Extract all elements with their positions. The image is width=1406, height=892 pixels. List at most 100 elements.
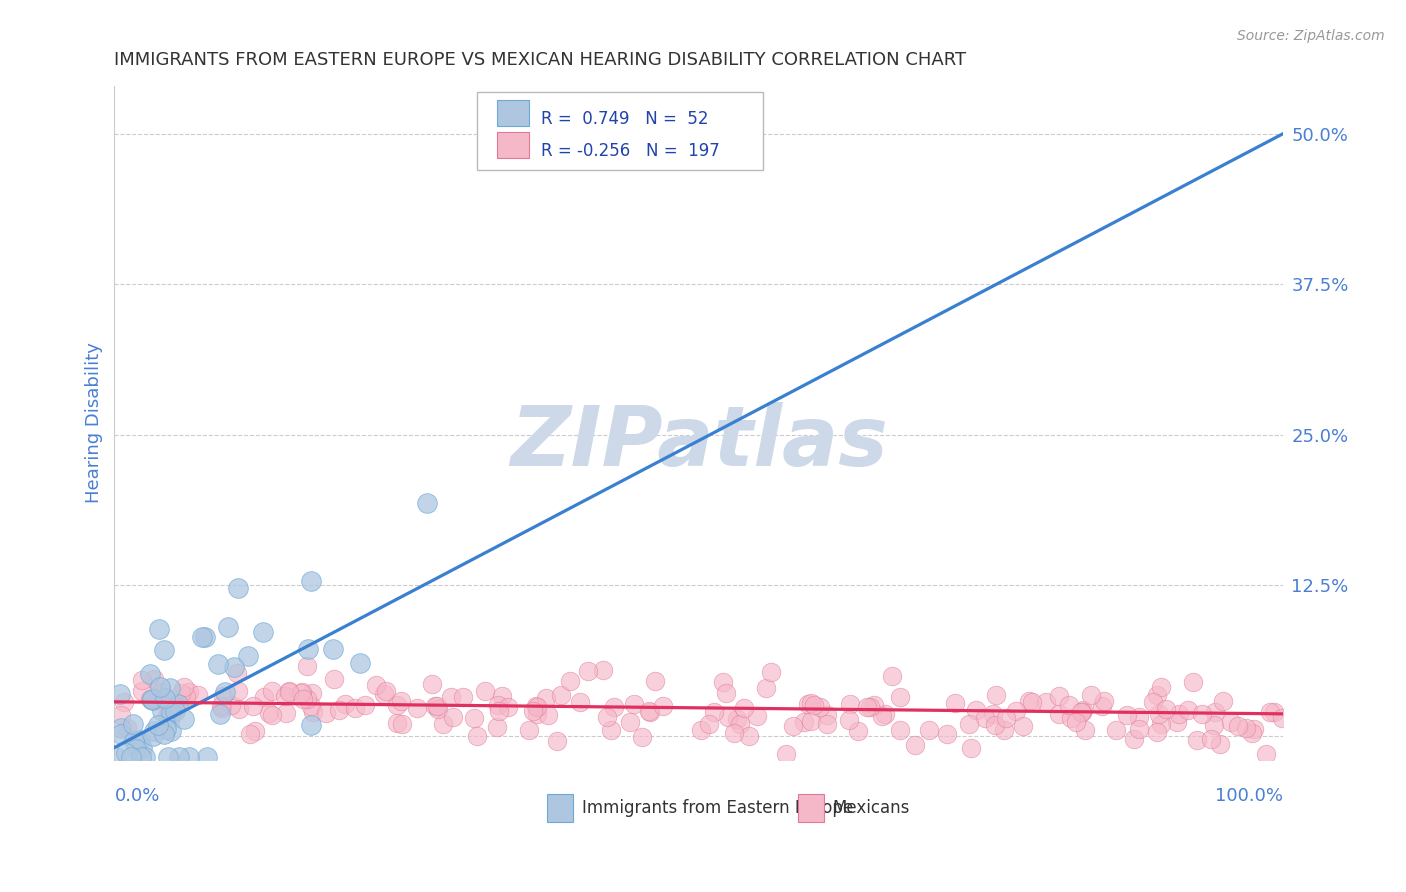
Point	[1254, 747, 1277, 761]
Point	[105, 750, 128, 764]
Point	[295, 692, 318, 706]
Point	[115, 747, 138, 761]
Point	[711, 675, 734, 690]
Point	[156, 750, 179, 764]
Point	[194, 630, 217, 644]
Point	[209, 699, 232, 714]
Point	[366, 678, 388, 692]
Point	[873, 707, 896, 722]
Point	[793, 715, 815, 730]
Point	[277, 684, 299, 698]
Text: Immigrants from Eastern Europe: Immigrants from Eastern Europe	[582, 799, 853, 817]
Point	[859, 699, 882, 714]
Text: R =  0.749   N =  52: R = 0.749 N = 52	[541, 110, 709, 128]
Point	[716, 686, 738, 700]
Point	[889, 723, 911, 737]
Point	[349, 656, 371, 670]
Point	[110, 721, 132, 735]
Point	[1060, 711, 1083, 725]
Point	[800, 696, 823, 710]
Point	[159, 681, 181, 695]
Point	[153, 691, 176, 706]
Point	[131, 684, 153, 698]
Point	[451, 690, 474, 704]
Point	[142, 672, 165, 686]
Point	[228, 684, 250, 698]
Point	[139, 692, 162, 706]
Point	[297, 658, 319, 673]
Point	[534, 691, 557, 706]
Point	[1074, 723, 1097, 738]
Point	[145, 692, 167, 706]
Point	[291, 692, 314, 706]
Point	[576, 665, 599, 679]
Point	[644, 674, 666, 689]
Point	[197, 750, 219, 764]
Point	[984, 688, 1007, 702]
Point	[426, 699, 449, 714]
Point	[297, 642, 319, 657]
Point	[1167, 706, 1189, 721]
Point	[122, 734, 145, 748]
Point	[245, 724, 267, 739]
Point	[226, 581, 249, 595]
Point	[160, 706, 183, 721]
Point	[236, 649, 259, 664]
Point	[965, 702, 987, 716]
Point	[211, 690, 233, 704]
Point	[526, 699, 548, 714]
Point	[122, 716, 145, 731]
Point	[439, 690, 461, 705]
Point	[1271, 711, 1294, 725]
Point	[219, 698, 242, 713]
Text: 100.0%: 100.0%	[1215, 787, 1284, 805]
Point	[717, 710, 740, 724]
Point	[423, 698, 446, 713]
Point	[889, 690, 911, 705]
Point	[179, 750, 201, 764]
Point	[775, 747, 797, 761]
Point	[110, 727, 132, 741]
Point	[1080, 688, 1102, 702]
Point	[299, 574, 322, 589]
Point	[217, 620, 239, 634]
Text: R = -0.256   N =  197: R = -0.256 N = 197	[541, 142, 720, 160]
Point	[142, 723, 165, 738]
Point	[1115, 707, 1137, 722]
Point	[141, 693, 163, 707]
Point	[973, 711, 995, 725]
Point	[385, 715, 408, 730]
Point	[260, 707, 283, 722]
Point	[163, 704, 186, 718]
Point	[1128, 723, 1150, 737]
Point	[703, 705, 725, 719]
Point	[1150, 681, 1173, 695]
Point	[904, 738, 927, 752]
Point	[725, 712, 748, 726]
Point	[797, 697, 820, 711]
Point	[782, 718, 804, 732]
Point	[619, 714, 641, 729]
Point	[803, 698, 825, 713]
Point	[110, 707, 132, 722]
Point	[517, 723, 540, 738]
Bar	[799, 794, 824, 822]
Point	[149, 680, 172, 694]
Point	[141, 692, 163, 706]
Point	[1177, 703, 1199, 717]
Point	[208, 707, 231, 722]
Point	[260, 683, 283, 698]
Point	[846, 723, 869, 738]
Point	[169, 750, 191, 764]
Point	[152, 643, 174, 657]
Point	[1021, 695, 1043, 709]
Point	[524, 698, 547, 713]
Point	[239, 726, 262, 740]
Point	[322, 641, 344, 656]
Point	[856, 700, 879, 714]
Point	[146, 718, 169, 732]
Point	[228, 702, 250, 716]
Point	[1047, 707, 1070, 722]
Point	[344, 701, 367, 715]
Point	[301, 686, 323, 700]
